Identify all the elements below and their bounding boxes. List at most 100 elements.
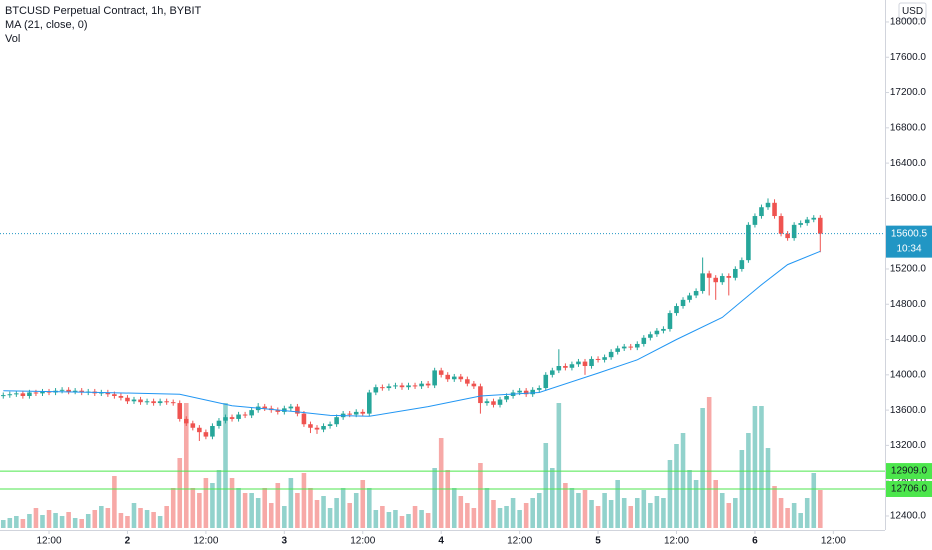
x-tick-label: 4 [438, 536, 444, 547]
y-tick-label: 14000.0 [890, 369, 927, 380]
candle-body [693, 291, 699, 296]
volume-bar [772, 486, 777, 528]
volume-bar [105, 508, 111, 528]
volume-bar [719, 493, 725, 528]
volume-bar [582, 490, 588, 528]
currency-label[interactable]: USD [902, 6, 923, 17]
volume-bar [465, 503, 470, 528]
volume-bar [118, 513, 124, 528]
candle-body [367, 392, 372, 414]
candle-body [210, 425, 215, 437]
x-tick-label: 6 [752, 536, 758, 547]
y-tick-label: 17600.0 [890, 52, 927, 63]
volume-bar [674, 444, 679, 528]
volume-bar [33, 508, 39, 528]
candle-body [131, 399, 137, 402]
candle-body [157, 401, 163, 404]
volume-bar [700, 408, 705, 528]
volume-bar [14, 516, 19, 528]
volume-bar [223, 403, 228, 528]
volume-bar [641, 490, 647, 528]
x-tick-label: 12:00 [193, 536, 218, 547]
volume-bar [210, 483, 215, 528]
y-tick-label: 15200.0 [890, 264, 927, 275]
volume-bar [373, 510, 379, 528]
candle-body [66, 389, 71, 392]
candle-body [14, 393, 19, 395]
volume-bar [197, 493, 202, 528]
y-tick-label: 12800.0 [890, 475, 927, 486]
volume-bar [170, 488, 176, 528]
candle-body [190, 423, 196, 428]
candle-body [818, 217, 823, 234]
y-tick-label: 14800.0 [890, 299, 927, 310]
candle-body [412, 385, 418, 387]
candle-body [40, 391, 45, 394]
candle-body [249, 410, 254, 416]
candle-body [804, 219, 810, 224]
candle-body [778, 216, 784, 234]
candle-body [177, 403, 183, 419]
volume-bar [282, 506, 287, 528]
candle-body [491, 401, 496, 405]
candle-body [667, 313, 673, 329]
volume-bar [615, 480, 620, 528]
candle-body [752, 216, 758, 225]
y-tick-label: 16800.0 [890, 122, 927, 133]
candle-body [197, 427, 202, 433]
volume-bar [380, 506, 385, 528]
currency-box[interactable] [898, 2, 927, 20]
candle-body [7, 394, 13, 396]
candle-body [713, 277, 719, 283]
volume-bar [66, 512, 71, 528]
price-label-box [886, 463, 932, 480]
volume-bar [432, 468, 437, 528]
candle-body [242, 414, 248, 416]
volume-bar [550, 468, 555, 528]
candle-body [295, 406, 300, 414]
candle-body [608, 351, 614, 358]
candle-body [517, 390, 522, 393]
candle-body [536, 388, 542, 390]
candle-body [674, 306, 679, 314]
volume-bar [693, 480, 699, 528]
candle-body [406, 385, 411, 388]
volume-bar [804, 498, 810, 528]
countdown-label: 10:34 [896, 243, 921, 254]
volume-bar [530, 498, 535, 528]
candle-body [33, 392, 39, 394]
volume-bar [262, 488, 268, 528]
volume-bar [478, 463, 483, 528]
candle-body [20, 393, 26, 397]
volume-bar [589, 500, 594, 528]
candle-body [223, 417, 228, 421]
volume-bar [680, 433, 686, 528]
candle-body [497, 399, 503, 405]
candle-body [229, 417, 235, 419]
x-tick-label: 12:00 [37, 536, 62, 547]
volume-bar [621, 498, 627, 528]
candle-body [419, 383, 424, 387]
y-tick-label: 13200.0 [890, 440, 927, 451]
candle-body [353, 411, 359, 415]
x-tick-label: 2 [125, 536, 131, 547]
candle-body [105, 392, 111, 395]
volume-bar [99, 506, 104, 528]
x-tick-label: 5 [595, 536, 601, 547]
candle-body [203, 432, 209, 437]
y-tick-label: 16400.0 [890, 158, 927, 169]
candle-body [288, 406, 294, 409]
volume-bar [360, 480, 366, 528]
candle-body [576, 361, 581, 365]
volume-bar [386, 512, 392, 528]
candle-body [314, 427, 320, 430]
volume-bar [667, 460, 673, 528]
candle-body [373, 387, 379, 393]
x-tick-label: 12:00 [821, 536, 846, 547]
chart-title: BTCUSD Perpetual Contract, 1h, BYBIT [5, 5, 202, 17]
volume-bar [53, 513, 58, 528]
candle-body [680, 299, 686, 307]
candle-body [648, 334, 653, 338]
volume-bar [203, 478, 209, 528]
